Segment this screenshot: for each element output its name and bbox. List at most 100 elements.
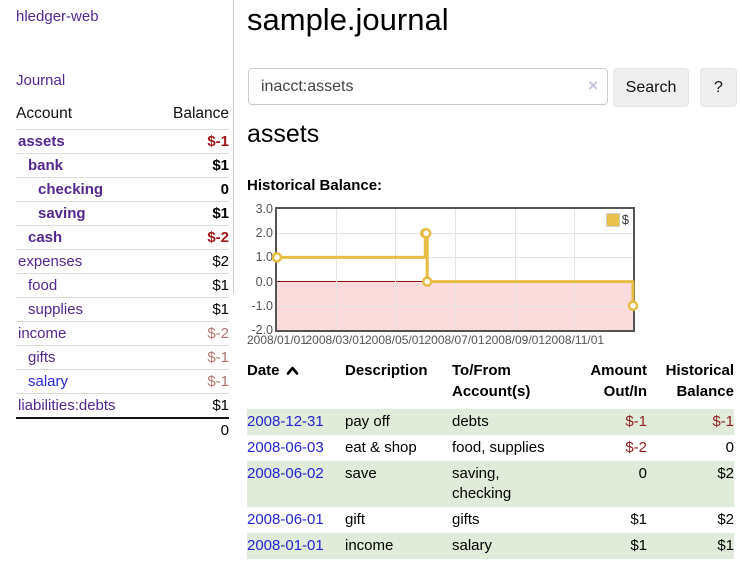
sidebar-account-expenses[interactable]: expenses: [18, 253, 83, 270]
transaction-amount: $-1: [625, 413, 647, 430]
historical-balance-chart: 3.0 2.0 1.0 0.0 -1.0 -2.0 $ 2008/01/01 2008/03…: [247, 200, 742, 350]
gridline: [515, 209, 516, 330]
y-axis-tick-label: 0.0: [255, 274, 273, 289]
page-title: sample.journal: [247, 2, 449, 37]
account-balance: $-2: [207, 325, 229, 342]
accounts-total-row: 0: [16, 418, 229, 442]
x-axis-tick-label: 2008/01/01: [246, 333, 308, 347]
accounts-header-account: Account: [16, 105, 73, 122]
account-row: saving $1: [16, 201, 229, 226]
account-row: bank $1: [16, 153, 229, 178]
accounts-header-row: Account Balance: [16, 102, 229, 130]
table-row: 2008-06-03 eat & shop food, supplies $-2 0: [247, 435, 734, 461]
account-row: checking 0: [16, 177, 229, 202]
transaction-accounts: food, supplies: [452, 439, 545, 456]
account-balance: $1: [212, 205, 229, 222]
transaction-date-link[interactable]: 2008-06-03: [247, 439, 324, 456]
sidebar-account-gifts[interactable]: gifts: [28, 349, 56, 366]
legend-swatch-icon: [605, 212, 620, 227]
account-balance: $2: [212, 253, 229, 270]
y-axis-tick-label: 2.0: [255, 226, 273, 241]
transaction-amount: $1: [630, 537, 647, 554]
account-balance: $-1: [207, 373, 229, 390]
transaction-accounts: debts: [452, 413, 489, 430]
transaction-balance: $-1: [712, 413, 734, 430]
transaction-description: gift: [345, 511, 366, 528]
sidebar-account-cash[interactable]: cash: [28, 229, 63, 246]
gridline: [277, 233, 633, 234]
sidebar-account-assets[interactable]: assets: [18, 133, 65, 150]
transaction-accounts: saving, checking: [452, 465, 512, 502]
data-point-marker: [271, 252, 283, 263]
transaction-accounts: salary: [452, 537, 493, 554]
account-balance: $1: [212, 397, 229, 414]
data-point-marker: [421, 276, 433, 287]
sidebar-item-journal[interactable]: Journal: [16, 72, 66, 89]
search-button[interactable]: Search: [613, 68, 689, 107]
search-form: × Search ?: [247, 68, 742, 107]
x-axis-tick-label: 2008/05/01: [364, 333, 426, 347]
sidebar-account-supplies[interactable]: supplies: [28, 301, 84, 318]
account-row: assets $-1: [16, 129, 229, 154]
account-row: supplies $1: [16, 297, 229, 322]
transaction-date-link[interactable]: 2008-06-02: [247, 465, 324, 482]
sidebar-account-food[interactable]: food: [28, 277, 58, 294]
clear-search-icon[interactable]: ×: [588, 76, 598, 95]
gridline: [336, 209, 337, 330]
account-row: income $-2: [16, 321, 229, 346]
transaction-date-link[interactable]: 2008-06-01: [247, 511, 324, 528]
register-header-date[interactable]: Date: [247, 358, 345, 409]
register-header-amount: Amount Out/In: [590, 362, 647, 400]
transaction-balance: $1: [717, 537, 734, 554]
transaction-date-link[interactable]: 2008-12-31: [247, 413, 324, 430]
register-header-description: Description: [345, 362, 428, 379]
transaction-accounts: gifts: [452, 511, 480, 528]
sidebar-account-liabilities-debts[interactable]: liabilities:debts: [18, 397, 116, 414]
sidebar: hledger-web Journal Account Balance asse…: [0, 0, 233, 582]
gridline: [395, 209, 396, 330]
transaction-balance: 0: [725, 439, 734, 456]
account-row: liabilities:debts $1: [16, 393, 229, 419]
help-button[interactable]: ?: [700, 68, 737, 107]
chart-legend: $: [605, 212, 629, 227]
y-axis-tick-label: 1.0: [255, 250, 273, 265]
transaction-amount: $-2: [625, 439, 647, 456]
data-point-marker: [627, 300, 639, 312]
sidebar-divider: [233, 0, 234, 294]
data-point-marker: [420, 227, 432, 239]
x-axis-tick-label: 2008/11/01: [544, 333, 605, 347]
gridline: [277, 257, 633, 258]
x-axis-tick-label: 2008/07/01: [424, 333, 485, 347]
sidebar-account-salary[interactable]: salary: [28, 373, 69, 390]
transaction-description: save: [345, 465, 377, 482]
account-heading: assets: [247, 120, 320, 148]
register-header-row: Date Description To/From Account(s) Amou…: [247, 358, 734, 409]
transaction-amount: 0: [638, 465, 647, 482]
transaction-date-link[interactable]: 2008-01-01: [247, 537, 324, 554]
transaction-description: income: [345, 537, 394, 554]
balance-line-series: [271, 227, 639, 312]
table-row: 2008-06-02 save saving, checking 0 $2: [247, 461, 734, 507]
transaction-description: eat & shop: [345, 439, 417, 456]
accounts-header-balance: Balance: [172, 105, 229, 122]
sidebar-account-income[interactable]: income: [18, 325, 67, 342]
y-axis-tick-label: -1.0: [251, 298, 273, 313]
account-balance: $1: [212, 157, 229, 174]
main-content: sample.journal × Search ? assets Histori…: [247, 0, 742, 582]
transaction-balance: $2: [717, 511, 734, 528]
account-balance: $-2: [207, 229, 229, 246]
search-input[interactable]: [248, 68, 608, 105]
y-axis-tick-label: 3.0: [255, 202, 273, 216]
legend-label: $: [621, 212, 629, 227]
sidebar-account-saving[interactable]: saving: [38, 205, 86, 222]
account-row: cash $-2: [16, 225, 229, 250]
account-balance: $1: [212, 277, 229, 294]
table-row: 2008-12-31 pay off debts $-1 $-1: [247, 409, 734, 435]
search-input-wrap: ×: [248, 68, 608, 105]
sidebar-account-checking[interactable]: checking: [38, 181, 104, 198]
app-title-link[interactable]: hledger-web: [16, 8, 99, 25]
sidebar-account-bank[interactable]: bank: [28, 157, 64, 174]
account-balance: $-1: [207, 349, 229, 366]
accounts-total-balance: 0: [220, 422, 229, 439]
register-header-date-label: Date: [247, 362, 280, 379]
